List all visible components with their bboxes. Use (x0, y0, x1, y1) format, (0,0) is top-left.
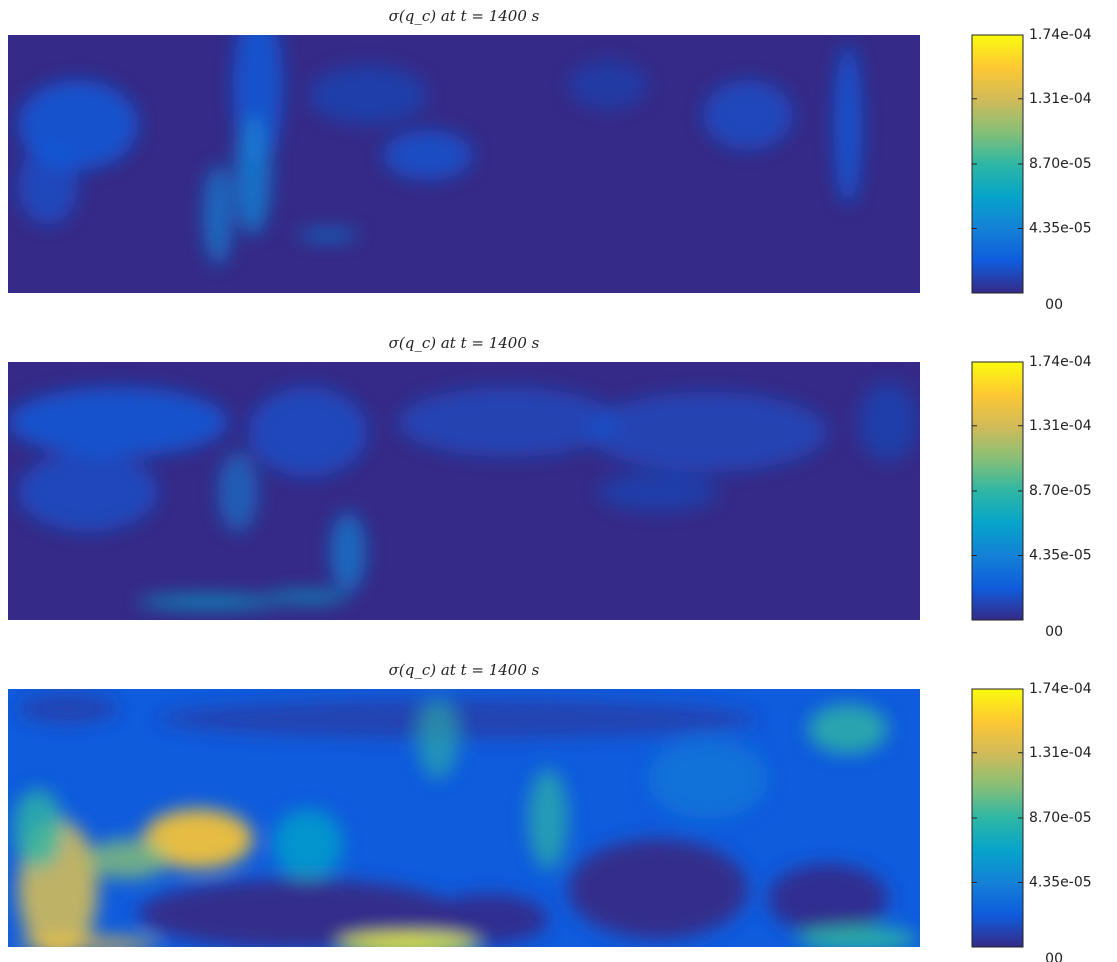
field-blob (598, 472, 718, 512)
field-blob (18, 938, 158, 947)
field-blob (268, 591, 348, 603)
field-blob (428, 894, 548, 944)
field-structures (13, 694, 918, 947)
field-blob (218, 452, 258, 532)
colorbar (971, 688, 1024, 948)
panel: σ(q_c) at t = 1400 s 00 4.35e-05 8.70e-05 1.… (8, 7, 1092, 313)
colorbar-tick-label: 4.35e-05 (1029, 221, 1092, 237)
colorbar-tick-label: 00 (1045, 624, 1063, 640)
field-blob (528, 769, 568, 869)
colorbar-tick-label: 1.31e-04 (1029, 745, 1092, 761)
field-blob (248, 387, 368, 477)
field-blob (568, 60, 648, 110)
colorbar (971, 34, 1024, 294)
field-blob (858, 382, 918, 462)
colorbar-tick-label: 1.74e-04 (1029, 27, 1092, 43)
field-blob (18, 694, 118, 724)
field-blob (338, 934, 478, 947)
field-blob (383, 130, 473, 180)
panel: σ(q_c) at t = 1400 s 00 4.35e-05 8.70e-05 1.… (8, 334, 1092, 640)
field-blob (158, 699, 758, 739)
field-blob (834, 45, 862, 205)
field-blob (330, 512, 366, 592)
field-blob (138, 596, 278, 608)
field-structures (18, 35, 862, 265)
field-blob (143, 809, 253, 869)
colorbar-tick-label: 1.31e-04 (1029, 91, 1092, 107)
field-blob (798, 927, 918, 947)
field-blob (398, 387, 618, 457)
colorbar-tick-label: 1.74e-04 (1029, 354, 1092, 370)
field-blob (648, 739, 768, 819)
field-blob (273, 809, 343, 879)
colorbar-tick-label: 8.70e-05 (1029, 483, 1092, 499)
panel: σ(q_c) at t = 1400 s 00 4.35e-05 8.70e-05 1.… (8, 661, 1092, 962)
colorbar-tick-label: 00 (1045, 297, 1063, 313)
colorbar-tick-label: 4.35e-05 (1029, 548, 1092, 564)
field-blob (808, 704, 888, 754)
field-blob (18, 145, 78, 225)
field-blob (8, 387, 228, 457)
colorbar-tick-label: 8.70e-05 (1029, 810, 1092, 826)
heatmap-field (8, 362, 920, 620)
colorbar-tick-label: 8.70e-05 (1029, 156, 1092, 172)
colorbar-tick-label: 4.35e-05 (1029, 875, 1092, 891)
heatmap-field (8, 35, 920, 293)
panel-title: σ(q_c) at t = 1400 s (389, 334, 540, 352)
panel-title: σ(q_c) at t = 1400 s (389, 661, 540, 679)
field-blob (18, 452, 158, 532)
field-blob (138, 879, 458, 947)
field-blob (568, 839, 748, 939)
field-structures (8, 382, 918, 608)
colorbar-tick-label: 1.74e-04 (1029, 681, 1092, 697)
field-blob (768, 864, 888, 934)
colorbar-tick-label: 00 (1045, 951, 1063, 962)
colorbar-tick-label: 1.31e-04 (1029, 418, 1092, 434)
field-blob (13, 789, 63, 869)
field-blob (703, 80, 793, 150)
heatmap-field (8, 689, 920, 947)
field-blob (203, 165, 233, 265)
field-blob (88, 839, 168, 879)
panel-title: σ(q_c) at t = 1400 s (389, 7, 540, 25)
field-blob (588, 392, 828, 472)
field-blob (298, 229, 358, 241)
field-blob (418, 699, 458, 779)
field-blob (308, 65, 428, 125)
field-blob (235, 115, 271, 235)
colorbar (971, 361, 1024, 621)
